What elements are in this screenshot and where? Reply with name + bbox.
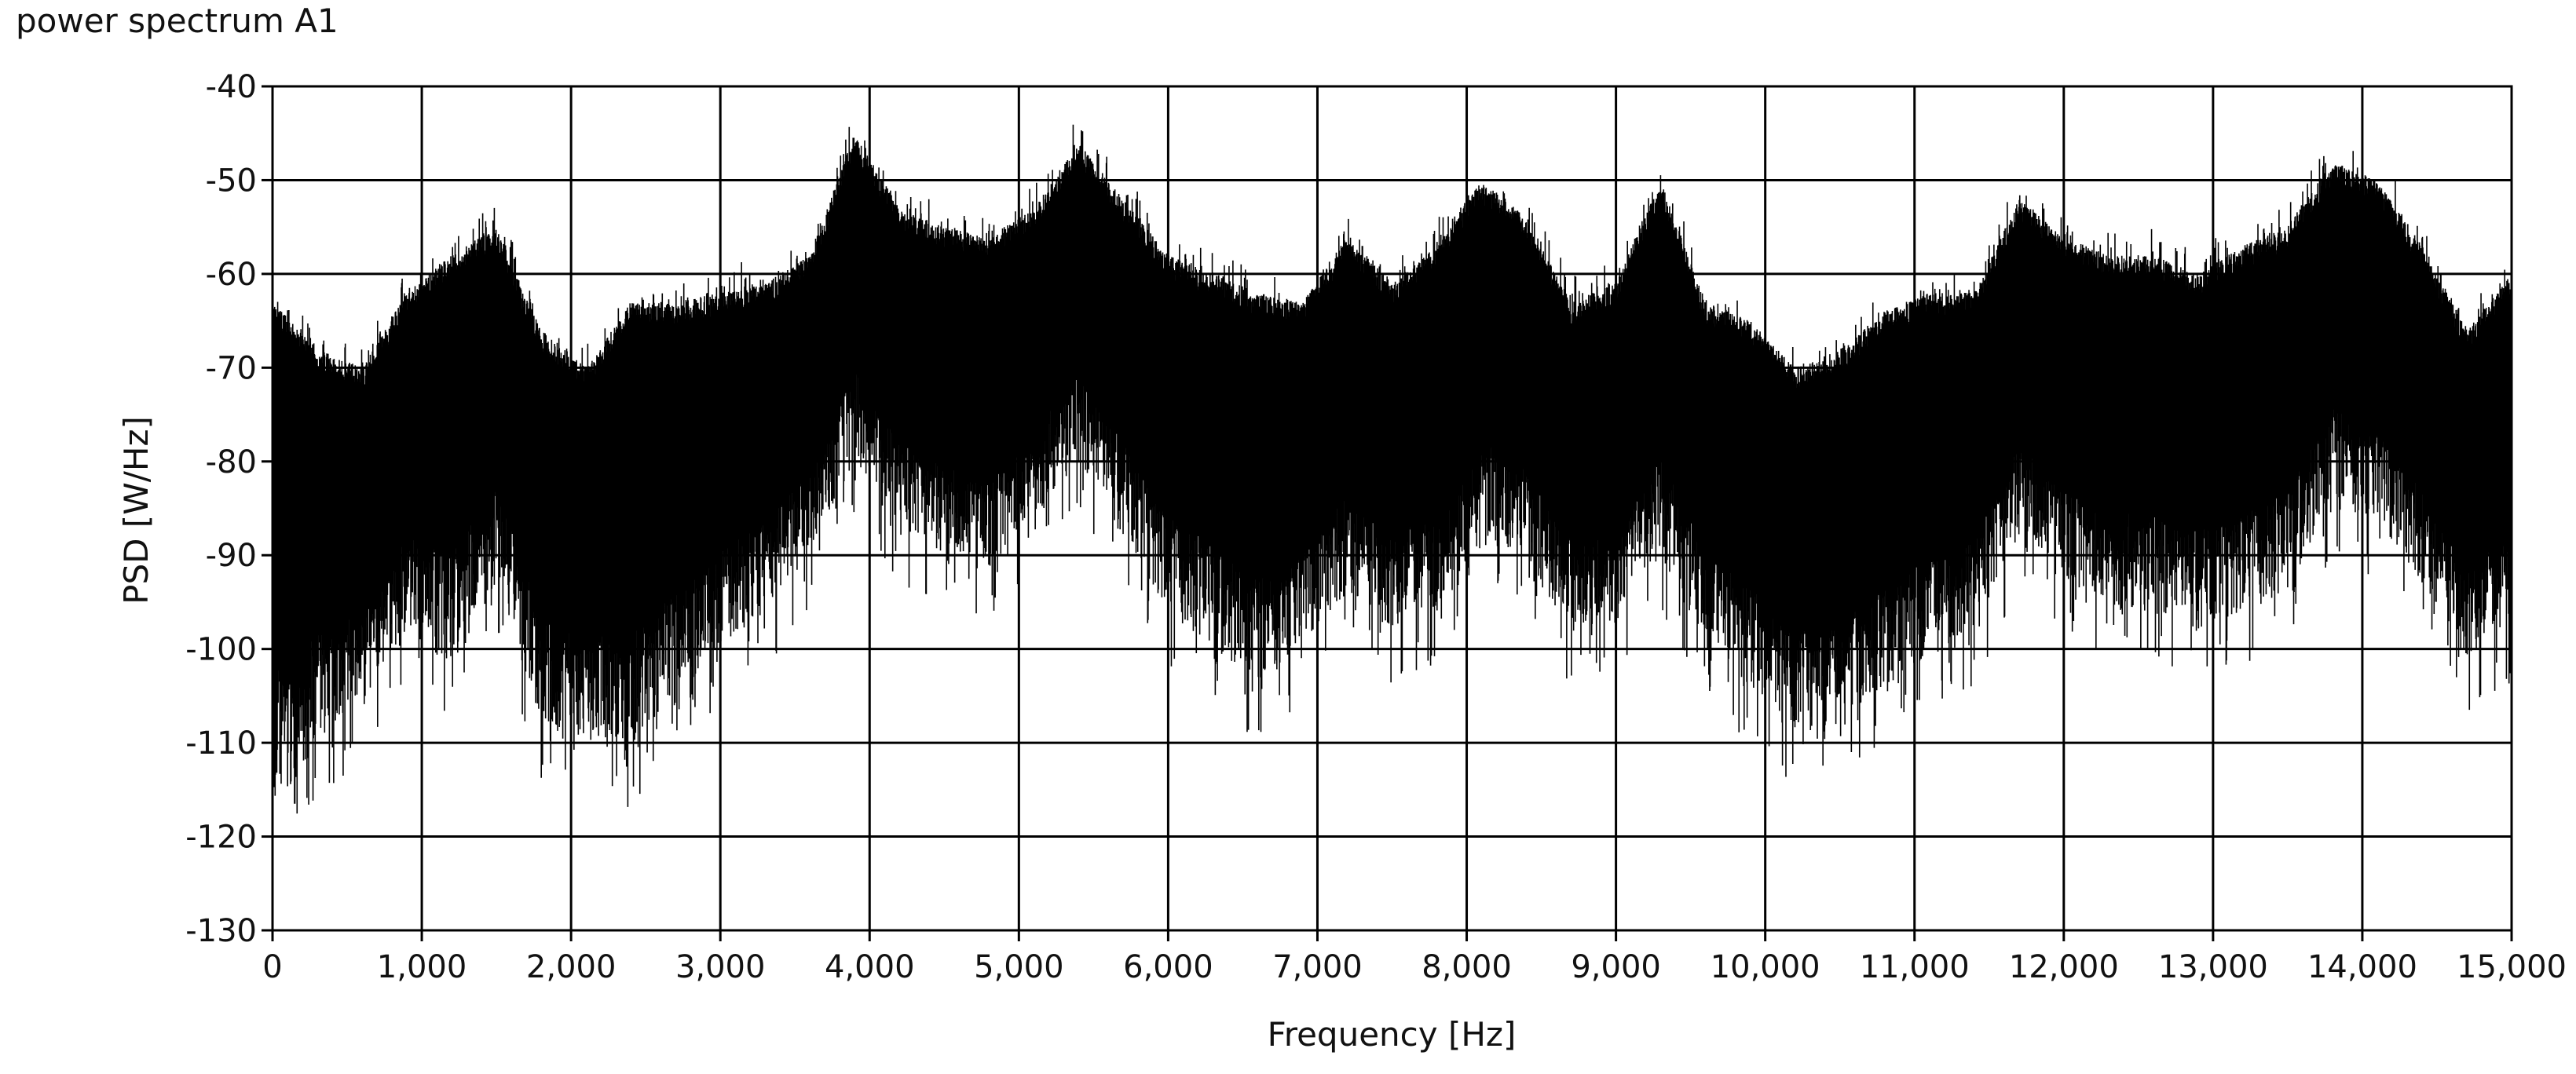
x-tick-label: 0 (262, 949, 282, 985)
x-tick-label: 1,000 (377, 949, 467, 985)
y-axis: -40 -50 -60 -70 -80 -90 -100 -110 -120 -130 (185, 69, 273, 949)
x-tick-label: 9,000 (1571, 949, 1661, 985)
x-tick-label: 5,000 (974, 949, 1064, 985)
y-tick-label: -100 (185, 632, 257, 668)
x-tick-label: 10,000 (1711, 949, 1820, 985)
y-tick-label: -50 (206, 163, 257, 199)
y-tick-label: -70 (206, 350, 257, 386)
y-tick-label: -40 (206, 69, 257, 105)
x-tick-label: 7,000 (1272, 949, 1363, 985)
y-tick-label: -120 (185, 820, 257, 856)
y-tick-label: -130 (185, 913, 257, 949)
y-axis-title: PSD [W/Hz] (117, 416, 156, 605)
x-axis-title: Frequency [Hz] (1268, 1015, 1517, 1054)
y-tick-label: -110 (185, 725, 257, 762)
x-tick-label: 3,000 (675, 949, 766, 985)
chart-title: power spectrum A1 (16, 2, 338, 40)
x-tick-label: 15,000 (2457, 949, 2567, 985)
x-tick-label: 8,000 (1422, 949, 1512, 985)
y-tick-label: -90 (206, 538, 257, 574)
y-tick-label: -60 (206, 257, 257, 293)
x-axis: 0 1,000 2,000 3,000 4,000 5,000 6,000 7,000 8,00… (262, 930, 2567, 985)
x-tick-label: 4,000 (825, 949, 915, 985)
x-tick-label: 12,000 (2009, 949, 2119, 985)
plot-frame (271, 85, 2513, 932)
y-tick-label: -80 (206, 444, 257, 480)
x-tick-label: 14,000 (2307, 949, 2417, 985)
x-tick-label: 13,000 (2158, 949, 2268, 985)
x-tick-label: 6,000 (1123, 949, 1213, 985)
x-tick-label: 11,000 (1860, 949, 1970, 985)
x-tick-label: 2,000 (526, 949, 617, 985)
